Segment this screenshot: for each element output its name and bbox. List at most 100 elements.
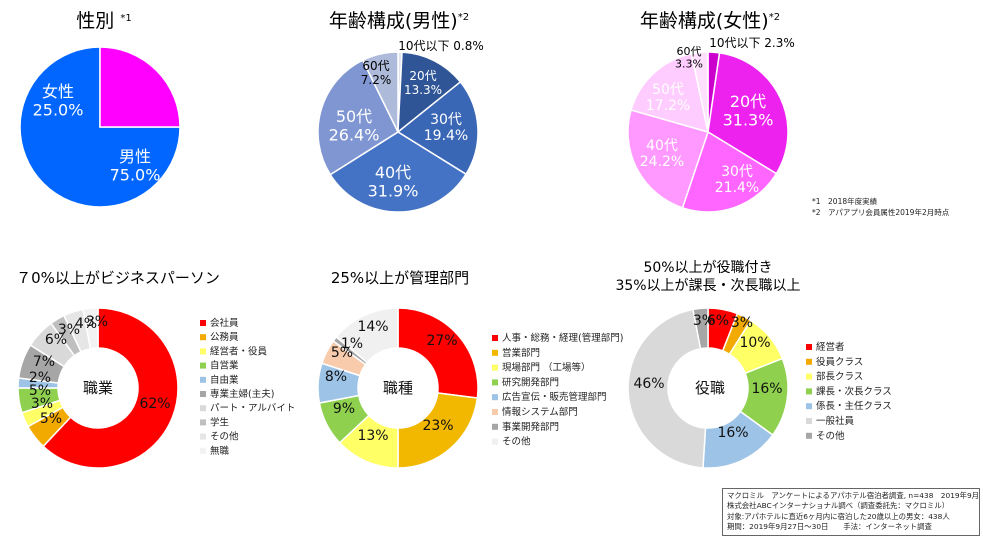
legend-swatch (492, 364, 498, 371)
slice-value-label: 19.4% (424, 128, 468, 144)
slice-label: 6% (45, 332, 67, 348)
dept-donut: 27% 23% 13%9% 8% 5%1%14% 職種 (317, 307, 479, 469)
slice-40代 (329, 131, 468, 213)
slice-value-label: 31.9% (368, 181, 419, 200)
legend-item-label: 会社員 (210, 317, 239, 329)
legend-swatch (200, 405, 206, 412)
legend-swatch (200, 348, 206, 355)
source-line-2: 株式会社ABCインターナショナル調べ（調査委託先：マクロミル） (727, 501, 950, 511)
legend-item-label: その他 (210, 431, 239, 443)
legend-item-label: その他 (816, 430, 845, 442)
slice-value-label: 17.2% (646, 98, 690, 114)
slice-label: 8% (325, 369, 347, 385)
legend-item-label: 営業部門 (502, 347, 540, 359)
slice-label: 10% (739, 335, 770, 351)
legend-item-label: 専業主婦(主夫) (210, 388, 274, 400)
legend-swatch (200, 320, 206, 326)
slice-category-label: 40代 (375, 163, 411, 182)
legend-swatch (492, 438, 498, 445)
legend-swatch (492, 349, 498, 356)
legend-swatch (492, 379, 498, 386)
slice-label: 7% (33, 354, 55, 370)
role-donut: 6% 3% 10% 16% 16% 46% 3% 役職 (627, 307, 789, 469)
slice-category-label: 40代 (646, 138, 678, 154)
slice-30代 (396, 80, 479, 176)
donut-center-label: 職種 (383, 379, 413, 397)
slice-label: 6% (707, 313, 729, 329)
legend-item-label: 経営者 (816, 341, 845, 353)
slice-label: 3% (58, 322, 80, 338)
slice-label: 3% (86, 314, 108, 330)
legend-item-label: 研究開発部門 (502, 376, 559, 388)
slice-value-label: 3.3% (675, 58, 703, 71)
legend-item-label: その他 (502, 436, 531, 448)
slice-label: 5% (40, 411, 62, 427)
legend-swatch (200, 419, 206, 426)
legend-item-label: 部長クラス (816, 371, 863, 383)
slice-50代 (630, 52, 709, 134)
slice-営業部門 (397, 392, 479, 469)
job-chart-title: ７0%以上がビジネスパーソン (16, 269, 220, 287)
slice-30代 (681, 130, 778, 213)
slice-category-label: 50代 (336, 107, 372, 126)
slice-value-label: 31.3% (723, 110, 774, 129)
legend-item-label: 役員クラス (816, 356, 863, 368)
slice-label: 14% (357, 319, 388, 335)
slice-その他 (692, 307, 709, 350)
legend-swatch (806, 388, 812, 395)
slice-value-label: 21.4% (715, 180, 759, 196)
slice-value-label: 25.0% (33, 100, 84, 119)
job-donut: 62%5%3%5%2%7%6%3%4%3%職業 (17, 307, 179, 469)
slice-value-label: 7.2% (361, 73, 392, 87)
role-chart-title: 50%以上が役職付き (643, 260, 772, 276)
legend-item-label: 学生 (210, 416, 230, 428)
slice-category-label: 30代 (430, 112, 462, 128)
slice-value-label: 24.2% (640, 154, 684, 170)
slice-category-label: 50代 (652, 82, 684, 98)
legend-item-label: 経営者・役員 (210, 345, 268, 357)
slice-60代 (690, 51, 709, 133)
slice-label: 13% (357, 428, 388, 444)
slice-label: 1% (341, 336, 363, 352)
slice-label: 62% (139, 396, 170, 412)
slice-label: 10代以下 2.3% (709, 36, 795, 50)
legend-swatch (492, 409, 498, 415)
slice-label: 5% (29, 383, 51, 399)
note-1: *1 2018年度実績 (812, 196, 878, 206)
source-box: マクロミル アンケートによるアパホテル宿泊者調査, n=438 2019年9月 … (722, 488, 980, 536)
slice-女性 (99, 46, 181, 128)
slice-50代 (317, 59, 399, 176)
slice-label: 16% (717, 425, 748, 441)
slice-category-label: 30代 (721, 164, 753, 180)
legend-item-label: 自営業 (210, 360, 239, 372)
slice-value-label: 13.3% (404, 83, 442, 97)
slice-label: 46% (633, 376, 664, 392)
legend-swatch (806, 373, 812, 380)
slice-category-label: 60代 (677, 45, 702, 58)
legend-swatch (492, 335, 498, 341)
slice-category-label: 60代 (362, 59, 389, 73)
legend-item-label: 事業開発部門 (502, 421, 559, 433)
slice-無職 (82, 307, 99, 350)
legend-swatch (806, 432, 812, 439)
slice-label: 27% (426, 333, 457, 349)
donut-center-label: 役職 (695, 379, 725, 397)
source-line-1: マクロミル アンケートによるアパホテル宿泊者調査, n=438 2019年9月 (727, 491, 980, 500)
legend-swatch (200, 447, 206, 454)
legend-item-label: 無職 (210, 445, 230, 457)
source-line-3: 対象:アパホテルに直近6ヶ月内に宿泊した20歳以上の男女：438人 (727, 511, 950, 521)
slice-category-label: 20代 (409, 69, 436, 83)
slice-value-label: 75.0% (110, 165, 161, 184)
slice-label: 10代以下 0.8% (398, 39, 484, 53)
slice-label: 16% (751, 381, 782, 397)
legend-swatch (492, 394, 498, 401)
slice-会社員 (42, 307, 179, 469)
slice-20代 (397, 51, 462, 134)
slice-label: 9% (333, 401, 355, 417)
legend-item-label: 係長・主任クラス (816, 400, 892, 412)
male-age-chart-title: 年齢構成(男性)*2 (329, 10, 469, 32)
